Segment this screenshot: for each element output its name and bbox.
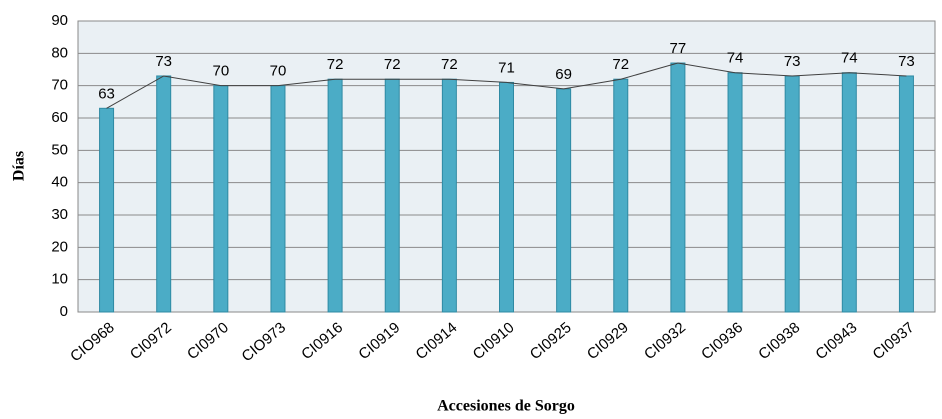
x-tick-label: CI0919 bbox=[355, 319, 403, 363]
x-tick-label: CI0937 bbox=[870, 319, 918, 363]
bar bbox=[898, 75, 914, 313]
y-tick-label: 10 bbox=[51, 271, 68, 288]
x-tick-label: CI0972 bbox=[127, 319, 175, 363]
y-tick-label: 50 bbox=[51, 141, 68, 158]
x-tick-label: CI0936 bbox=[698, 319, 746, 363]
data-label: 77 bbox=[670, 40, 687, 57]
x-tick-label: CI0938 bbox=[755, 319, 803, 363]
data-label: 73 bbox=[784, 53, 801, 70]
data-label: 69 bbox=[555, 66, 572, 83]
y-tick-label: 30 bbox=[51, 206, 68, 223]
bar bbox=[156, 75, 172, 313]
y-tick-label: 20 bbox=[51, 238, 68, 255]
x-tick-label: CI0970 bbox=[184, 319, 232, 363]
data-label: 70 bbox=[270, 63, 287, 80]
y-tick-label: 40 bbox=[51, 174, 68, 191]
data-label: 72 bbox=[441, 56, 458, 73]
y-tick-label: 60 bbox=[51, 109, 68, 126]
x-tick-label: CI0929 bbox=[584, 319, 632, 363]
bar bbox=[99, 107, 115, 313]
data-label: 74 bbox=[727, 50, 744, 67]
x-axis-label: Accesiones de Sorgo bbox=[437, 398, 575, 415]
bar bbox=[441, 78, 457, 313]
bar bbox=[784, 75, 800, 313]
y-tick-label: 70 bbox=[51, 77, 68, 94]
y-axis-label: Días bbox=[11, 151, 28, 181]
data-label: 71 bbox=[498, 59, 515, 76]
bar bbox=[670, 62, 686, 313]
x-tick-label: CIO968 bbox=[67, 319, 118, 365]
x-tick-label: CI0943 bbox=[812, 319, 860, 363]
x-tick-label: CI0910 bbox=[470, 319, 518, 363]
bar bbox=[727, 72, 743, 313]
bar bbox=[270, 85, 286, 313]
y-tick-label: 80 bbox=[51, 44, 68, 61]
bar bbox=[841, 72, 857, 313]
bar bbox=[213, 85, 229, 313]
data-label: 73 bbox=[155, 53, 172, 70]
data-label: 72 bbox=[612, 56, 629, 73]
bar bbox=[327, 78, 343, 313]
bar bbox=[613, 78, 629, 313]
data-label: 73 bbox=[898, 53, 915, 70]
bar bbox=[499, 81, 514, 313]
data-label: 70 bbox=[212, 63, 229, 80]
data-label: 63 bbox=[98, 85, 115, 102]
connector-line bbox=[106, 62, 907, 109]
data-label: 74 bbox=[841, 50, 858, 67]
y-tick-label: 0 bbox=[60, 303, 68, 320]
x-tick-label: CI0914 bbox=[413, 319, 461, 363]
x-tick-label: CI0916 bbox=[298, 319, 346, 363]
bar bbox=[384, 78, 400, 313]
bar bbox=[556, 88, 572, 313]
data-label: 72 bbox=[327, 56, 344, 73]
y-tick-label: 90 bbox=[51, 12, 68, 29]
x-tick-label: CI0932 bbox=[641, 319, 689, 363]
data-label: 72 bbox=[384, 56, 401, 73]
x-tick-label: CIO973 bbox=[239, 319, 290, 365]
x-tick-label: CI0925 bbox=[527, 319, 575, 363]
